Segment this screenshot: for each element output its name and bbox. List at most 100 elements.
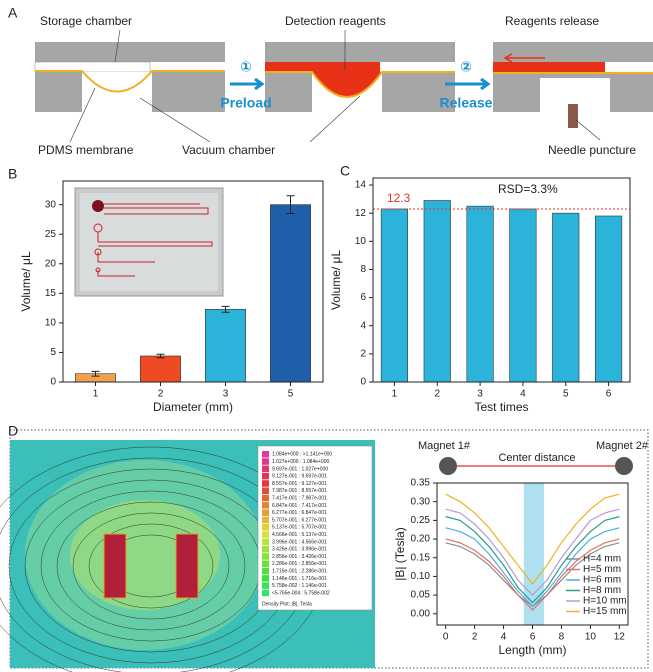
colorbar-label: 7.987e-001 : 8.557e-001 (272, 488, 327, 494)
bar (140, 356, 180, 382)
colorbar-label: 1.084e+000 : >1.141e+000 (272, 452, 332, 458)
colorbar-label: 6.277e-001 : 6.847e-001 (272, 510, 327, 516)
label: Center distance (498, 452, 575, 464)
diagram-preload-after (265, 42, 455, 112)
step: ① (240, 59, 252, 75)
panel-label: D (8, 423, 18, 439)
label: Magnet 1# (418, 440, 471, 452)
y-axis-label: Volume/ μL (329, 250, 343, 311)
leader (576, 120, 600, 140)
y-tick-label: 5 (50, 347, 56, 358)
legend-label: H=4 mm (583, 554, 621, 565)
colorbar-label: 3.996e-001 : 4.566e-001 (272, 539, 327, 545)
mean-label: 12.3 (387, 191, 411, 205)
y-tick-label: 4 (360, 320, 366, 331)
x-tick-label: 5 (563, 389, 569, 400)
colorbar-swatch (262, 480, 269, 487)
x-axis-label: Diameter (mm) (153, 400, 233, 414)
colorbar-label: 1.716e-001 : 2.286e-001 (272, 569, 327, 575)
panel-label: A (8, 5, 18, 21)
x-tick-label: 6 (606, 389, 612, 400)
label: Detection reagents (285, 14, 386, 28)
step: ② (460, 59, 472, 75)
y-axis-label: Volume/ μL (19, 251, 33, 312)
diagram-release (493, 42, 653, 128)
colorbar-label: 1.146e-001 : 1.716e-001 (272, 576, 327, 582)
colorbar-label: <5.765e-004 : 5.758e-002 (272, 590, 330, 596)
colorbar-label: 7.417e-001 : 7.987e-001 (272, 496, 327, 502)
x-tick-label: 10 (585, 632, 597, 643)
diagram-preload-before (35, 42, 225, 112)
x-tick-label: 2 (472, 632, 478, 643)
x-axis-label: Length (mm) (498, 643, 566, 657)
colorbar-label: 9.697e-001 : 1.027e+000 (272, 466, 328, 472)
colorbar-swatch (262, 524, 269, 531)
label: Reagents release (505, 14, 599, 28)
label: Storage chamber (40, 14, 132, 28)
colorbar-swatch (262, 546, 269, 553)
x-tick-label: 5 (288, 389, 294, 400)
legend-label: H=6 mm (583, 575, 621, 586)
x-axis-label: Test times (474, 400, 528, 414)
colorbar-swatch (262, 509, 269, 516)
label: Vacuum chamber (182, 143, 275, 157)
y-axis-label: |B| (Tesla) (393, 527, 407, 581)
y-tick-label: 0.05 (411, 590, 431, 601)
colorbar-swatch (262, 517, 269, 524)
y-tick-label: 0 (50, 377, 56, 388)
x-tick-label: 12 (614, 632, 626, 643)
colorbar-swatch (262, 553, 269, 560)
y-tick-label: 0.00 (411, 608, 431, 619)
bar (467, 206, 494, 382)
colorbar-title: Density Plot: |B|, Tesla (262, 601, 312, 607)
inset-photo (75, 188, 223, 296)
x-tick-label: 3 (477, 389, 483, 400)
colorbar-swatch (262, 488, 269, 495)
bar (270, 205, 310, 382)
y-tick-label: 12 (355, 208, 367, 219)
x-tick-label: 2 (158, 389, 164, 400)
colorbar-swatch (262, 466, 269, 473)
bar (424, 201, 451, 382)
colorbar-label: 2.286e-001 : 2.856e-001 (272, 561, 327, 567)
colorbar-label: 8.557e-001 : 9.127e-001 (272, 481, 327, 487)
bar (381, 209, 408, 382)
panel-label: C (340, 163, 350, 179)
colorbar-label: 1.027e+000 : 1.084e+000 (272, 459, 329, 465)
colorbar-swatch (262, 539, 269, 546)
x-tick-label: 4 (520, 389, 526, 400)
y-tick-label: 20 (45, 258, 57, 269)
y-tick-label: 10 (45, 318, 57, 329)
legend-label: H=8 mm (583, 585, 621, 596)
colorbar-swatch (262, 575, 269, 582)
bar (552, 213, 579, 382)
colorbar-swatch (262, 590, 269, 597)
y-tick-label: 25 (45, 229, 57, 240)
x-tick-label: 1 (392, 389, 398, 400)
colorbar-label: 5.137e-001 : 5.707e-001 (272, 525, 327, 531)
legend-label: H=15 mm (583, 606, 627, 617)
y-tick-label: 10 (355, 236, 367, 247)
colorbar-swatch (262, 561, 269, 568)
y-tick-label: 8 (360, 264, 366, 275)
colorbar-label: 6.847e-001 : 7.417e-001 (272, 503, 327, 509)
x-tick-label: 0 (443, 632, 449, 643)
colorbar-label: 9.127e-001 : 9.697e-001 (272, 474, 327, 480)
x-tick-label: 8 (559, 632, 565, 643)
colorbar-swatch (262, 458, 269, 465)
y-tick-label: 0.10 (411, 571, 431, 582)
annotation: RSD=3.3% (498, 182, 558, 196)
arrow (230, 79, 262, 89)
x-tick-label: 3 (223, 389, 229, 400)
y-tick-label: 0.30 (411, 496, 431, 507)
x-tick-label: 4 (501, 632, 507, 643)
y-tick-label: 15 (45, 288, 57, 299)
colorbar-swatch (262, 531, 269, 538)
y-tick-label: 2 (360, 349, 366, 360)
magnet (439, 457, 457, 475)
y-tick-label: 14 (355, 180, 367, 191)
colorbar-label: 3.426e-001 : 3.996e-001 (272, 547, 327, 553)
x-tick-label: 1 (93, 389, 99, 400)
colorbar-label: 4.566e-001 : 5.137e-001 (272, 532, 327, 538)
y-tick-label: 6 (360, 292, 366, 303)
